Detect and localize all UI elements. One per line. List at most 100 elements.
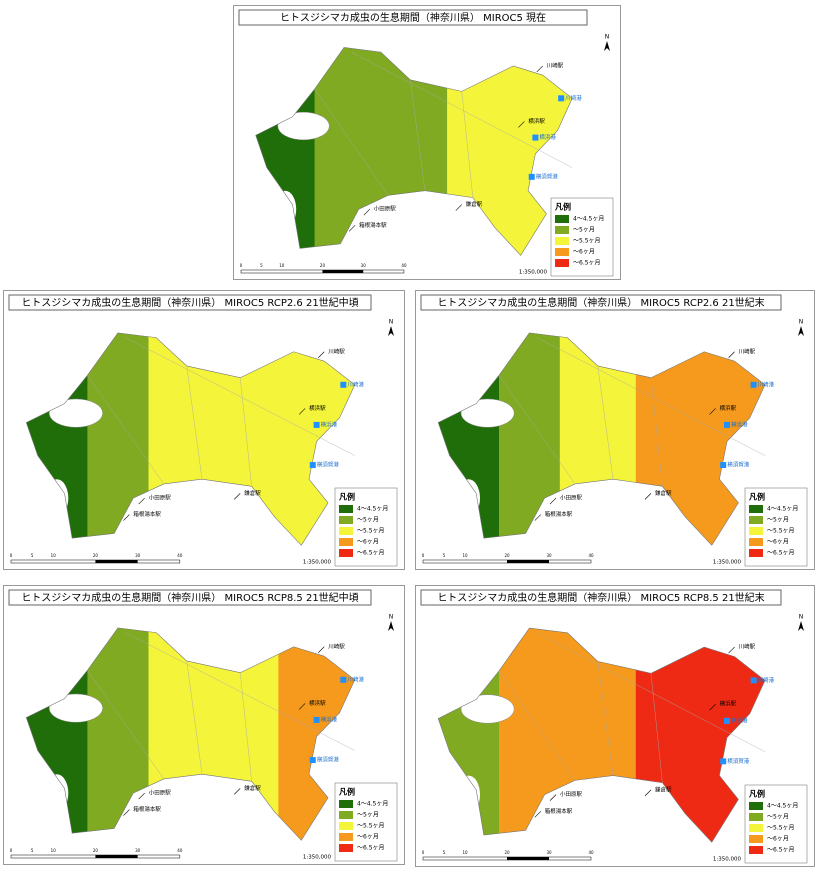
north-label: N [799, 319, 804, 326]
legend-title: 凡例 [749, 492, 765, 502]
place-label: 横浜駅 [720, 700, 737, 708]
north-arrow [388, 326, 394, 336]
boundary [597, 365, 614, 480]
scale-bar-label: 20 [93, 553, 99, 558]
legend-title: 凡例 [555, 202, 571, 212]
lake-area [48, 693, 103, 723]
panel-title: ヒトスジシマカ成虫の生息期間（神奈川県） MIROC5 RCP2.6 21世紀中… [21, 296, 358, 309]
place-label: 川崎駅 [328, 347, 345, 355]
scale-bar-fill [507, 560, 549, 563]
prefecture-outline [25, 627, 356, 841]
place-label: 横須賀港 [536, 172, 559, 180]
port-icon [528, 173, 535, 180]
place-label: 箱根湯本駅 [359, 221, 387, 229]
port-icon [720, 758, 727, 765]
panel-title: ヒトスジシマカ成虫の生息期間（神奈川県） MIROC5 現在 [280, 11, 546, 24]
legend-label: ～6ヶ月 [357, 539, 379, 546]
legend-label: 4～4.5ヶ月 [573, 216, 604, 223]
scale-bar-label: 40 [588, 850, 594, 855]
legend-label: ～6ヶ月 [573, 249, 595, 256]
scale-ratio: 1:350,000 [713, 857, 742, 863]
port-icon [750, 381, 757, 388]
legend-swatch [339, 538, 353, 546]
panel-title: ヒトスジシマカ成虫の生息期間（神奈川県） MIROC5 RCP8.5 21世紀中… [21, 591, 358, 604]
map-panel: ヒトスジシマカ成虫の生息期間（神奈川県） MIROC5 RCP8.5 21世紀中… [3, 585, 405, 865]
legend-swatch [555, 215, 569, 223]
place-label: 箱根湯本駅 [133, 510, 161, 518]
prefecture-outline [255, 47, 573, 256]
legend-swatch [339, 516, 353, 524]
title-box [8, 294, 372, 311]
legend-label: ～5ヶ月 [573, 227, 595, 234]
scale-bar-label: 10 [279, 263, 285, 268]
leader [549, 794, 557, 801]
place-label: 鎌倉駅 [466, 200, 483, 208]
leader [298, 703, 306, 710]
leader [123, 809, 130, 816]
north-label: N [389, 614, 394, 621]
boundary [125, 337, 355, 456]
prefecture-outline [437, 627, 766, 843]
legend-swatch [749, 846, 763, 854]
legend-swatch [555, 248, 569, 256]
legend-label: 4～4.5ヶ月 [767, 803, 798, 810]
legend-label: 4～4.5ヶ月 [357, 801, 388, 808]
port-icon [340, 381, 347, 388]
boundary [125, 632, 355, 751]
scale-bar-label: 40 [588, 553, 594, 558]
legend-label: ～6.5ヶ月 [767, 550, 795, 557]
place-label: 横須賀港 [727, 757, 750, 765]
boundary [650, 673, 663, 783]
legend-label: ～5.5ヶ月 [573, 238, 601, 245]
map-panel: ヒトスジシマカ成虫の生息期間（神奈川県） MIROC5 現在川崎駅川崎港横浜駅横… [233, 5, 621, 280]
legend-swatch [749, 516, 763, 524]
legend-swatch [339, 549, 353, 557]
boundary [351, 51, 573, 168]
place-label: 横浜港 [321, 420, 338, 428]
leader [138, 497, 145, 505]
boundary [314, 88, 389, 196]
scale-bar-label: 30 [546, 850, 552, 855]
legend-label: ～5ヶ月 [357, 517, 379, 524]
leader [318, 351, 325, 358]
place-label: 横浜港 [731, 716, 748, 724]
place-label: 箱根湯本駅 [545, 807, 573, 815]
legend-swatch [555, 226, 569, 234]
boundary [410, 79, 426, 191]
port-icon [724, 717, 730, 724]
scale-bar-label: 0 [10, 553, 13, 558]
scale-bar-label: 5 [31, 848, 34, 853]
title-box [420, 589, 782, 606]
port-icon [558, 95, 565, 102]
legend-swatch [339, 833, 353, 841]
scale-bar-label: 10 [462, 850, 468, 855]
lake-area [460, 694, 515, 724]
scale-ratio: 1:350,000 [713, 560, 742, 566]
prefecture-outline [25, 332, 356, 546]
scale-bar-label: 30 [361, 263, 367, 268]
place-label: 横浜港 [731, 420, 748, 428]
place-label: 小田原駅 [374, 205, 397, 213]
legend-label: 4～4.5ヶ月 [357, 506, 388, 513]
place-label: 川崎駅 [328, 642, 345, 650]
legend-label: ～6.5ヶ月 [573, 260, 601, 267]
place-label: 横浜港 [321, 715, 338, 723]
scale-bar-label: 30 [546, 553, 552, 558]
legend-label: ～6ヶ月 [767, 539, 789, 546]
boundary [597, 661, 614, 776]
boundary [240, 377, 252, 487]
scale-bar-fill [507, 857, 549, 860]
north-arrow [604, 41, 610, 51]
leader [348, 225, 356, 232]
legend-swatch [749, 538, 763, 546]
place-label: 川崎駅 [547, 61, 564, 69]
legend-swatch [749, 813, 763, 821]
port-icon [750, 677, 757, 684]
place-label: 横須賀港 [317, 756, 340, 764]
scale-bar-fill [95, 560, 138, 563]
scale-bar-fill [95, 855, 138, 858]
legend-swatch [339, 505, 353, 513]
leader [318, 646, 325, 653]
place-label: 横須賀港 [727, 461, 750, 469]
